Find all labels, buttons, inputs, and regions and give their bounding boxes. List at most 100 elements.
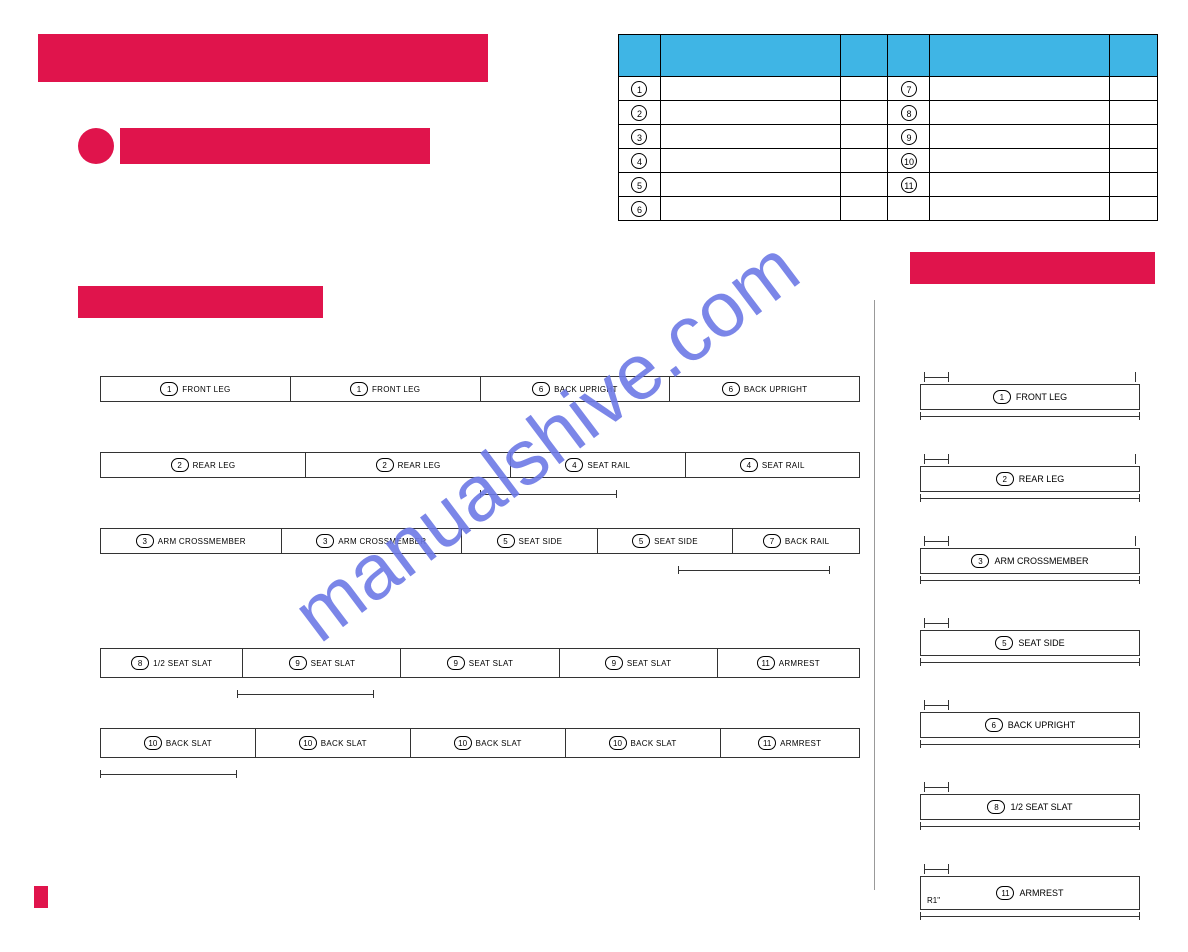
detail-body: 3ARM CROSSMEMBER [920, 548, 1140, 574]
table-cell: 5 [619, 173, 661, 197]
board-piece: 4SEAT RAIL [686, 453, 859, 477]
detail-body: 1FRONT LEG [920, 384, 1140, 410]
cutting-board: 10BACK SLAT10BACK SLAT10BACK SLAT10BACK … [100, 728, 860, 758]
table-cell: 10 [888, 149, 930, 173]
detail-top-dim [920, 698, 1140, 712]
board-piece: 11ARMREST [718, 649, 859, 677]
table-cell [930, 101, 1110, 125]
detail-item: 2REAR LEG [920, 452, 1140, 504]
board-piece: 4SEAT RAIL [511, 453, 685, 477]
detail-drawings: 1FRONT LEG 2REAR LEG 3ARM CROSSMEMBER 5SEAT… [920, 370, 1140, 952]
table-cell [840, 149, 888, 173]
table-cell [1110, 149, 1158, 173]
table-cell [660, 101, 840, 125]
board-piece: 10BACK SLAT [566, 729, 721, 757]
table-cell: 9 [888, 125, 930, 149]
board-piece: 81/2 SEAT SLAT [101, 649, 243, 677]
table-cell: 11 [888, 173, 930, 197]
detail-header-bar [910, 252, 1155, 284]
parts-list-table: 1728394105116 [618, 34, 1158, 221]
table-cell: 2 [619, 101, 661, 125]
detail-item: 5SEAT SIDE [920, 616, 1140, 668]
table-cell [840, 101, 888, 125]
table-row: 28 [619, 101, 1158, 125]
vertical-divider [874, 300, 875, 890]
cutting-header-bar [78, 286, 323, 318]
board-piece: 3ARM CROSSMEMBER [101, 529, 282, 553]
cutting-board: 1FRONT LEG1FRONT LEG6BACK UPRIGHT6BACK U… [100, 376, 860, 402]
detail-top-dim [920, 616, 1140, 630]
detail-bottom-dim [920, 820, 1140, 832]
cutting-layout: 1FRONT LEG1FRONT LEG6BACK UPRIGHT6BACK U… [100, 376, 860, 808]
step-dot [78, 128, 114, 164]
detail-bottom-dim [920, 910, 1140, 922]
table-row: 39 [619, 125, 1158, 149]
table-cell [1110, 101, 1158, 125]
footer-accent [34, 886, 48, 908]
dimension-line [100, 412, 860, 426]
table-cell [1110, 77, 1158, 101]
table-row: 4 10 [619, 149, 1158, 173]
table-row: 17 [619, 77, 1158, 101]
board-piece: 6BACK UPRIGHT [481, 377, 671, 401]
table-row: 5 11 [619, 173, 1158, 197]
title-bar [38, 34, 488, 82]
detail-bottom-dim [920, 492, 1140, 504]
detail-body: 81/2 SEAT SLAT [920, 794, 1140, 820]
table-cell: 1 [619, 77, 661, 101]
detail-top-dim [920, 370, 1140, 384]
board-piece: 2REAR LEG [306, 453, 511, 477]
detail-top-dim [920, 452, 1140, 466]
cutting-board: 81/2 SEAT SLAT9SEAT SLAT9SEAT SLAT9SEAT … [100, 648, 860, 678]
table-cell [930, 173, 1110, 197]
table-cell [930, 149, 1110, 173]
table-cell [660, 77, 840, 101]
board-piece: 10BACK SLAT [411, 729, 566, 757]
detail-bottom-dim [920, 656, 1140, 668]
detail-top-dim [920, 534, 1140, 548]
table-cell [840, 77, 888, 101]
board-piece: 3ARM CROSSMEMBER [282, 529, 463, 553]
table-cell [930, 125, 1110, 149]
board-piece: 6BACK UPRIGHT [670, 377, 859, 401]
radius-label: R1" [927, 896, 940, 905]
table-cell [840, 197, 888, 221]
table-cell [1110, 125, 1158, 149]
table-cell: 4 [619, 149, 661, 173]
board-piece: 5SEAT SIDE [598, 529, 734, 553]
board-piece: 7BACK RAIL [733, 529, 859, 553]
table-cell [660, 125, 840, 149]
dimension-line [100, 768, 860, 782]
cutting-board: 2REAR LEG2REAR LEG4SEAT RAIL4SEAT RAIL [100, 452, 860, 478]
detail-body: 11ARMRESTR1" [920, 876, 1140, 910]
dimension-line [100, 688, 860, 702]
board-piece: 10BACK SLAT [101, 729, 256, 757]
table-cell [840, 173, 888, 197]
detail-item: 11ARMRESTR1" [920, 862, 1140, 922]
table-cell [888, 197, 930, 221]
table-cell [660, 197, 840, 221]
detail-top-dim [920, 862, 1140, 876]
table-cell [1110, 173, 1158, 197]
table-cell: 8 [888, 101, 930, 125]
detail-body: 2REAR LEG [920, 466, 1140, 492]
detail-item: 3ARM CROSSMEMBER [920, 534, 1140, 586]
detail-top-dim [920, 780, 1140, 794]
table-cell: 3 [619, 125, 661, 149]
detail-bottom-dim [920, 574, 1140, 586]
table-cell: 7 [888, 77, 930, 101]
detail-item: 1FRONT LEG [920, 370, 1140, 422]
dimension-line [100, 564, 860, 578]
table-cell [930, 197, 1110, 221]
table-cell [660, 149, 840, 173]
detail-bottom-dim [920, 738, 1140, 750]
board-piece: 1FRONT LEG [101, 377, 291, 401]
dimension-line [100, 488, 860, 502]
detail-body: 5SEAT SIDE [920, 630, 1140, 656]
detail-body: 6BACK UPRIGHT [920, 712, 1140, 738]
table-cell [840, 125, 888, 149]
board-piece: 2REAR LEG [101, 453, 306, 477]
detail-item: 6BACK UPRIGHT [920, 698, 1140, 750]
detail-item: 81/2 SEAT SLAT [920, 780, 1140, 832]
board-piece: 1FRONT LEG [291, 377, 481, 401]
